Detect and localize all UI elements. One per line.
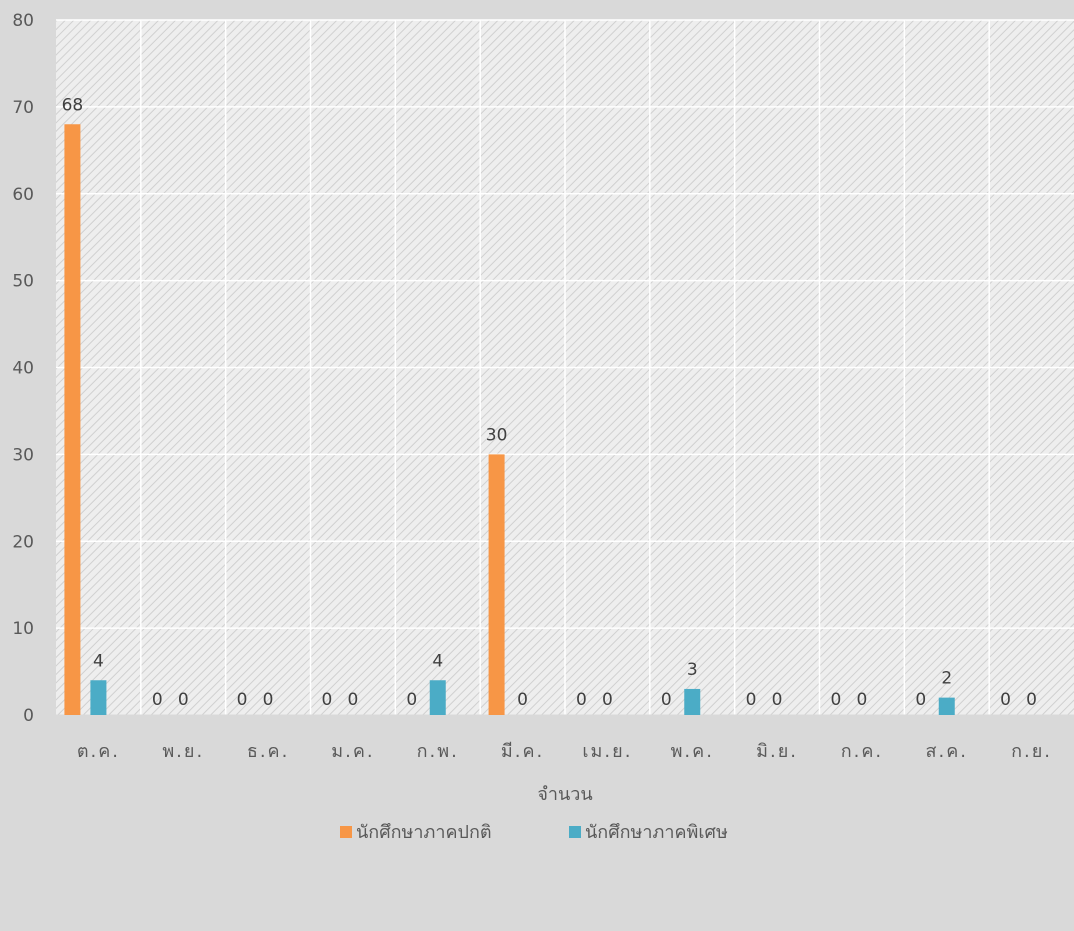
data-label: 30 — [486, 425, 508, 445]
x-tick-label: พ.ย. — [162, 741, 204, 762]
data-label: 0 — [602, 690, 613, 710]
data-label: 4 — [432, 651, 443, 671]
y-tick-label: 10 — [12, 619, 34, 639]
legend-swatch — [340, 826, 352, 838]
data-label: 0 — [406, 690, 417, 710]
x-tick-label: ก.ค. — [841, 741, 883, 762]
bar-regular — [64, 124, 81, 715]
data-label: 0 — [517, 690, 528, 710]
data-label: 0 — [746, 690, 757, 710]
y-tick-label: 70 — [12, 98, 34, 118]
bar-special — [429, 680, 446, 715]
data-label: 68 — [62, 95, 84, 115]
data-label: 0 — [661, 690, 672, 710]
x-tick-label: ธ.ค. — [247, 741, 289, 762]
bar-special — [938, 697, 955, 715]
legend-label: นักศึกษาภาคปกติ — [356, 822, 492, 843]
data-label: 0 — [772, 690, 783, 710]
x-tick-label: มี.ค. — [501, 741, 544, 762]
bars — [64, 124, 955, 715]
data-label: 0 — [237, 690, 248, 710]
x-tick-label: มิ.ย. — [756, 741, 798, 762]
x-tick-label: ม.ค. — [331, 741, 374, 762]
data-label: 0 — [348, 690, 359, 710]
bar-special — [90, 680, 107, 715]
data-label: 0 — [263, 690, 274, 710]
data-label: 0 — [857, 690, 868, 710]
bar-special — [684, 688, 701, 715]
y-tick-label: 80 — [12, 11, 34, 31]
x-axis-ticks: ต.ค. พ.ย. ธ.ค. ม.ค. ก.พ. มี.ค. เม.ย. พ.ค. มิ.ย. ก… — [77, 741, 1052, 762]
y-axis-ticks: 0 10 20 30 40 50 60 70 80 — [12, 11, 34, 726]
x-tick-label: ส.ค. — [926, 741, 968, 762]
legend: นักศึกษาภาคปกติ นักศึกษาภาคพิเศษ — [340, 822, 728, 843]
x-tick-label: ก.พ. — [417, 741, 459, 762]
x-tick-label: ต.ค. — [77, 741, 120, 762]
data-label: 0 — [178, 690, 189, 710]
data-label: 2 — [941, 669, 952, 689]
x-axis-title: จำนวน — [537, 784, 592, 805]
data-label: 0 — [915, 690, 926, 710]
data-label: 0 — [576, 690, 587, 710]
x-tick-label: พ.ค. — [671, 741, 714, 762]
legend-label: นักศึกษาภาคพิเศษ — [585, 822, 728, 843]
gridlines — [56, 19, 1074, 716]
bar-regular — [488, 454, 505, 715]
y-tick-label: 30 — [12, 445, 34, 465]
x-tick-label: ก.ย. — [1011, 741, 1052, 762]
y-tick-label: 20 — [12, 532, 34, 552]
y-tick-label: 60 — [12, 185, 34, 205]
data-label: 0 — [322, 690, 333, 710]
y-tick-label: 40 — [12, 359, 34, 379]
data-label: 0 — [1026, 690, 1037, 710]
data-label: 0 — [152, 690, 163, 710]
legend-swatch — [569, 826, 581, 838]
data-label: 0 — [1000, 690, 1011, 710]
y-tick-label: 50 — [12, 272, 34, 292]
x-tick-label: เม.ย. — [582, 741, 632, 762]
data-label: 0 — [831, 690, 842, 710]
y-tick-label: 0 — [23, 706, 34, 726]
data-label: 3 — [687, 660, 698, 680]
data-label: 4 — [93, 651, 104, 671]
